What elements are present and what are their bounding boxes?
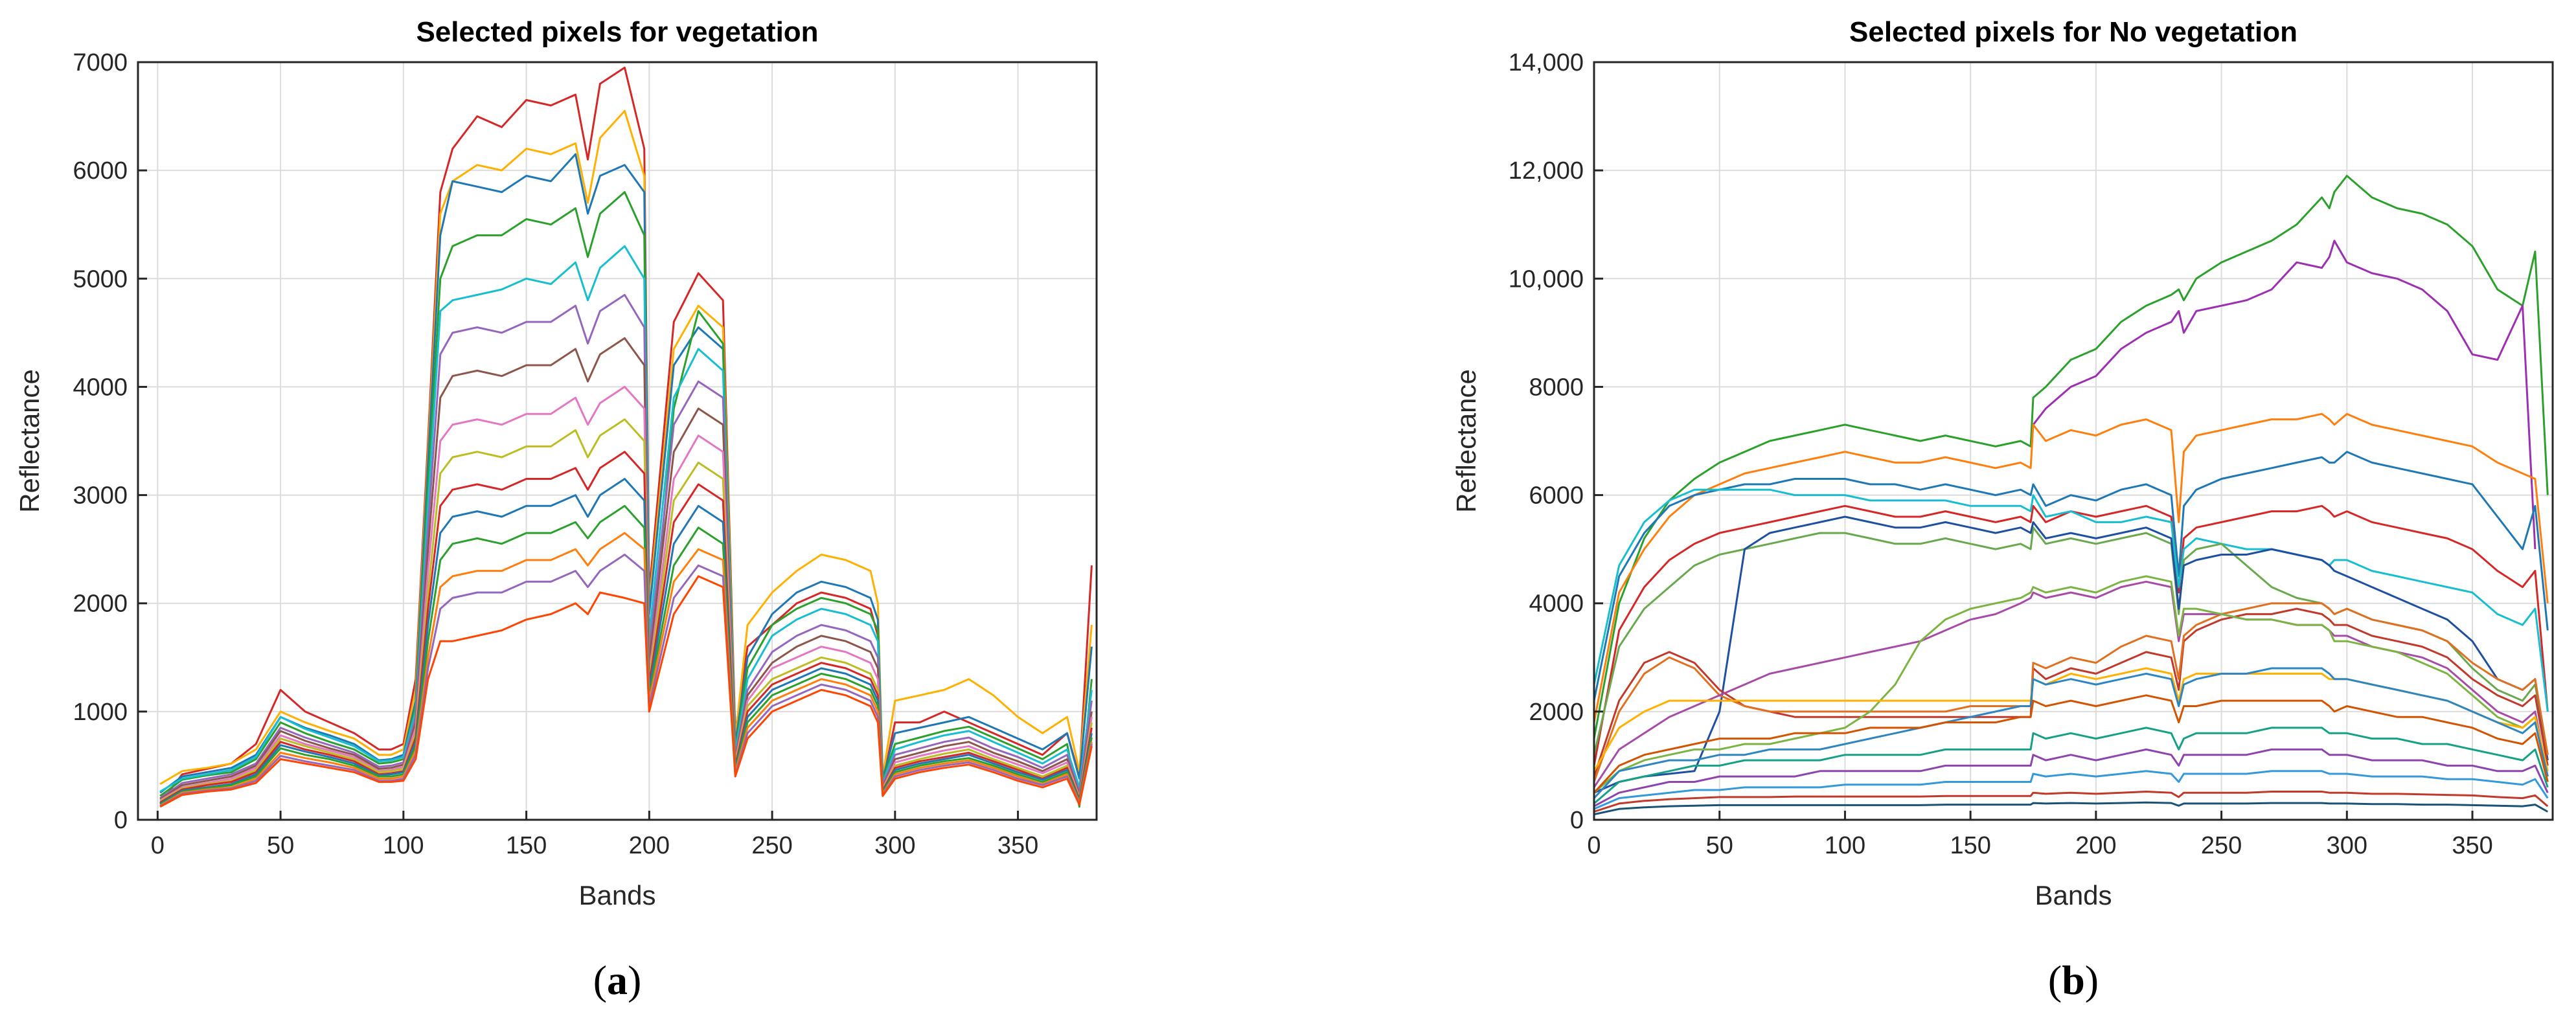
y-tick-label: 4000 — [1529, 591, 1584, 618]
y-tick-label: 6000 — [73, 157, 128, 185]
y-tick-label: 12,000 — [1509, 157, 1584, 185]
series-line-s1 — [159, 66, 1093, 804]
y-axis-ticks: 0 2000 4000 6000 8000 10,000 12,000 14,000 — [1509, 49, 1603, 834]
series-line-n3 — [1593, 412, 2549, 723]
y-tick-label: 2000 — [73, 591, 128, 618]
x-axis-label: Bands — [2035, 880, 2112, 910]
chart-no-vegetation: Selected pixels for No vegetation 0 50 100… — [1451, 16, 2554, 1003]
x-tick-label: 100 — [383, 832, 424, 859]
series-line-s10 — [159, 451, 1093, 804]
x-tick-label: 200 — [2075, 832, 2116, 859]
y-axis-label: Reflectance — [1451, 369, 1481, 513]
x-tick-label: 350 — [2452, 832, 2492, 859]
caption-b: (b) — [2048, 957, 2099, 1003]
y-tick-label: 0 — [114, 807, 128, 834]
series-line-s4 — [159, 191, 1093, 808]
y-tick-label: 8000 — [1529, 374, 1584, 401]
series-line-n17 — [1593, 748, 2549, 807]
series-line-s6 — [159, 293, 1093, 799]
caption-b-letter: b — [2062, 957, 2085, 1003]
y-axis-ticks: 0 1000 2000 3000 4000 5000 6000 7000 — [73, 49, 147, 834]
x-axis-ticks: 0 50 100 150 200 250 300 350 — [1587, 811, 2493, 859]
y-tick-label: 1000 — [73, 699, 128, 726]
series-line-n2 — [2032, 240, 2536, 550]
x-tick-label: 200 — [629, 832, 670, 859]
series-line-n11 — [1593, 580, 2549, 788]
series-line-n7 — [1593, 526, 2549, 756]
x-tick-label: 250 — [2201, 832, 2242, 859]
series-line-n18 — [1593, 770, 2549, 810]
y-tick-label: 7000 — [73, 49, 128, 76]
series-line-s15 — [159, 575, 1093, 808]
caption-a: (a) — [593, 957, 642, 1003]
x-tick-label: 100 — [1825, 832, 1865, 859]
x-tick-label: 50 — [1706, 832, 1733, 859]
series-line-s2 — [159, 109, 1093, 785]
series-group — [1593, 175, 2549, 816]
y-tick-label: 4000 — [73, 374, 128, 401]
x-axis-ticks: 0 50 100 150 200 250 300 350 — [151, 811, 1038, 859]
series-line-n5 — [1593, 504, 2549, 766]
x-tick-label: 0 — [151, 832, 165, 859]
series-line-n8 — [1593, 515, 2549, 794]
series-line-n15 — [1593, 694, 2549, 794]
y-tick-label: 3000 — [73, 482, 128, 510]
plot-frame — [137, 61, 1098, 821]
y-axis-label: Reflectance — [14, 369, 45, 513]
series-line-n1 — [1593, 175, 2549, 739]
grid — [138, 62, 1097, 820]
series-line-n9 — [1593, 607, 2549, 777]
caption-a-letter: a — [607, 957, 628, 1003]
series-line-n16 — [1593, 727, 2549, 805]
y-tick-label: 14,000 — [1509, 49, 1584, 76]
x-tick-label: 150 — [506, 832, 547, 859]
x-tick-label: 350 — [997, 832, 1038, 859]
series-line-s12 — [159, 504, 1093, 806]
series-line-s13 — [159, 532, 1093, 807]
y-tick-label: 2000 — [1529, 699, 1584, 726]
plot-frame — [1593, 61, 2554, 821]
series-line-n14 — [1593, 667, 2549, 799]
x-tick-label: 150 — [1950, 832, 1990, 859]
y-tick-label: 5000 — [73, 265, 128, 293]
series-line-n6 — [1593, 488, 2549, 712]
y-tick-label: 0 — [1570, 807, 1584, 834]
series-line-s5 — [159, 245, 1093, 793]
series-line-s8 — [159, 385, 1093, 802]
y-tick-label: 6000 — [1529, 482, 1584, 510]
series-line-s14 — [159, 554, 1093, 807]
x-tick-label: 300 — [2327, 832, 2367, 859]
x-tick-label: 250 — [751, 832, 792, 859]
series-line-n12 — [1593, 575, 2549, 794]
series-line-n10 — [1593, 602, 2549, 783]
x-tick-label: 0 — [1587, 832, 1601, 859]
series-line-n19 — [1593, 791, 2549, 813]
grid — [1593, 62, 2553, 820]
y-tick-label: 10,000 — [1509, 265, 1584, 293]
series-line-n20 — [1593, 801, 2549, 816]
x-tick-label: 50 — [267, 832, 294, 859]
x-axis-label: Bands — [578, 880, 655, 910]
chart-vegetation: Selected pixels for vegetation 0 50 100 150… — [14, 16, 1098, 1003]
series-line-n4 — [1593, 451, 2549, 701]
series-line-s11 — [159, 478, 1093, 805]
x-tick-label: 300 — [874, 832, 915, 859]
series-line-s7 — [159, 337, 1093, 800]
series-group — [159, 66, 1093, 808]
series-line-s9 — [159, 418, 1093, 802]
chart-title: Selected pixels for No vegetation — [1849, 16, 2297, 48]
chart-title: Selected pixels for vegetation — [416, 16, 818, 48]
series-line-s3 — [159, 153, 1093, 794]
